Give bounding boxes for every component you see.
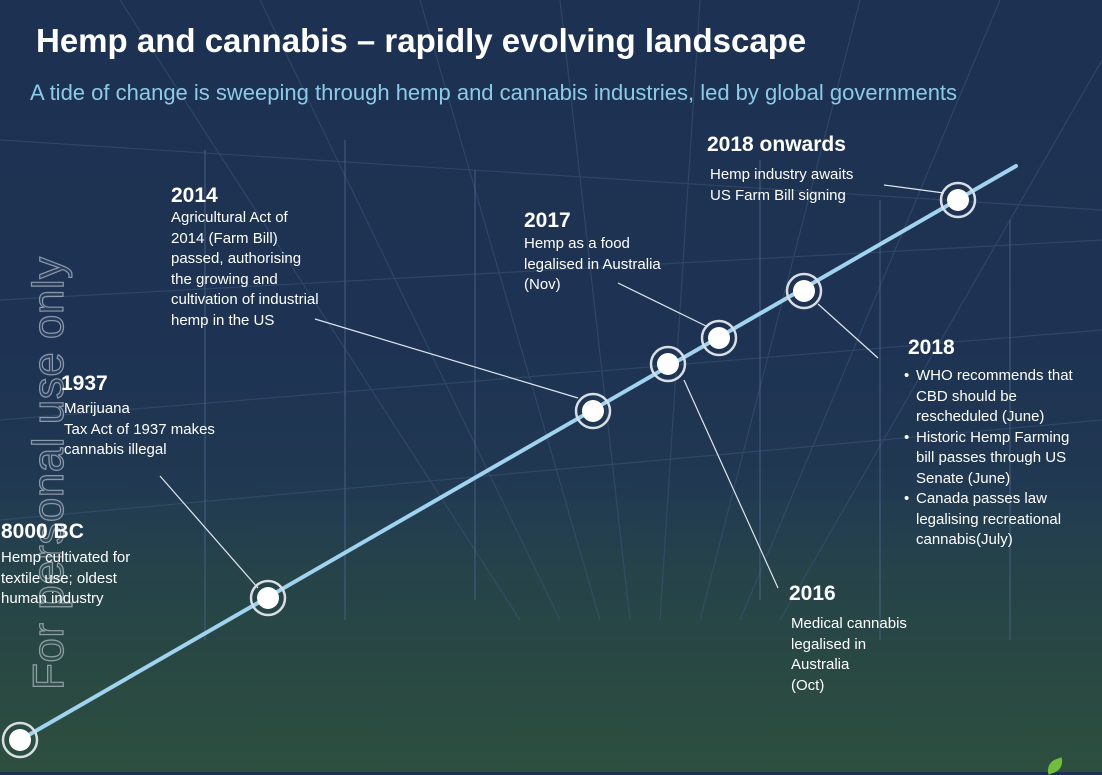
event-description: Hemp industry awaits US Farm Bill signin… <box>707 165 853 206</box>
event-bullet-list: WHO recommends that CBD should be resche… <box>902 366 1073 551</box>
event-description: Agricultural Act of 2014 (Farm Bill) pas… <box>171 208 319 331</box>
bullet-item: Historic Hemp Farming bill passes throug… <box>902 428 1073 490</box>
description-line: rescheduled (June) <box>916 408 1045 425</box>
event-description: Hemp cultivated for textile use; oldest … <box>1 548 130 610</box>
marker-2018-onwards <box>939 181 977 219</box>
event-description: Hemp as a food legalised in Australia (N… <box>524 234 661 296</box>
description-line: Historic Hemp Farming <box>916 428 1070 446</box>
marker-2018 <box>785 272 823 310</box>
event-2016: 2016 Medical cannabis legalised in Austr… <box>789 582 907 696</box>
event-1937: 1937 Marijuana Tax Act of 1937 makes can… <box>61 372 215 461</box>
event-2017: 2017 Hemp as a food legalised in Austral… <box>524 209 661 296</box>
description-line: Hemp cultivated for <box>1 549 131 566</box>
page-subtitle: A tide of change is sweeping through hem… <box>30 80 958 105</box>
description-line: (Nov) <box>524 276 561 293</box>
event-year: 2018 onwards <box>707 133 846 156</box>
description-line: legalising recreational <box>916 510 1062 528</box>
marker-2017 <box>700 319 738 357</box>
event-description: Medical cannabis legalised in Australia … <box>789 614 907 696</box>
page-title: Hemp and cannabis – rapidly evolving lan… <box>36 22 807 59</box>
description-line: (Oct) <box>791 676 825 694</box>
marker-8000bc <box>1 721 39 759</box>
description-line: bill passes through US <box>916 449 1067 466</box>
connector-2014 <box>314 318 579 399</box>
connector-1937 <box>159 475 259 589</box>
event-year: 2014 <box>171 184 218 207</box>
bullet-item: WHO recommends that CBD should be resche… <box>902 366 1073 428</box>
description-line: US Farm Bill signing <box>710 186 846 204</box>
description-line: cannabis(July) <box>916 531 1013 548</box>
description-line: legalised in <box>791 635 867 653</box>
description-line: Senate (June) <box>916 469 1011 487</box>
description-line: the growing and <box>171 270 278 288</box>
event-year: 1937 <box>61 372 108 395</box>
description-line: Marijuana <box>64 400 130 417</box>
connector-2018 <box>817 303 879 359</box>
marker-2016 <box>649 345 687 383</box>
description-line: 2014 (Farm Bill) <box>171 229 278 247</box>
description-line: cultivation of industrial <box>171 291 319 308</box>
bullet-item: Canada passes law legalising recreationa… <box>902 489 1073 551</box>
marker-2014 <box>574 392 612 430</box>
description-line: hemp in the US <box>171 311 275 329</box>
description-line: Australia <box>791 656 850 673</box>
description-line: textile use; oldest <box>1 569 117 587</box>
description-line: human industry <box>1 590 104 607</box>
event-year: 2017 <box>524 209 571 232</box>
connector-2017 <box>617 282 707 327</box>
connector-2016 <box>683 379 779 589</box>
event-year: 2018 <box>908 336 955 359</box>
event-description: Marijuana Tax Act of 1937 makes cannabis… <box>61 399 215 461</box>
description-line: Hemp industry awaits <box>710 166 854 183</box>
event-year: 2016 <box>789 582 836 605</box>
timeline-axis <box>18 164 1018 742</box>
marker-1937 <box>249 579 287 617</box>
description-line: legalised in Australia <box>524 255 661 273</box>
connector-2018-onwards <box>883 184 945 194</box>
description-line: Hemp as a food <box>524 235 630 252</box>
description-line: Canada passes law <box>916 490 1047 507</box>
description-line: cannabis illegal <box>64 441 167 458</box>
description-line: passed, authorising <box>171 250 302 267</box>
description-line: WHO recommends that <box>916 367 1073 384</box>
event-2014: 2014 Agricultural Act of 2014 (Farm Bill… <box>171 184 319 331</box>
description-line: CBD should be <box>916 387 1017 405</box>
event-year: 8000 BC <box>1 520 84 543</box>
event-2018: 2018 WHO recommends that CBD should be r… <box>902 336 1073 551</box>
event-2018-onwards: 2018 onwards Hemp industry awaits US Far… <box>707 133 853 206</box>
description-line: Tax Act of 1937 makes <box>64 420 215 438</box>
event-8000bc: 8000 BC Hemp cultivated for textile use;… <box>1 520 130 610</box>
description-line: Medical cannabis <box>791 615 907 632</box>
description-line: Agricultural Act of <box>171 209 288 226</box>
